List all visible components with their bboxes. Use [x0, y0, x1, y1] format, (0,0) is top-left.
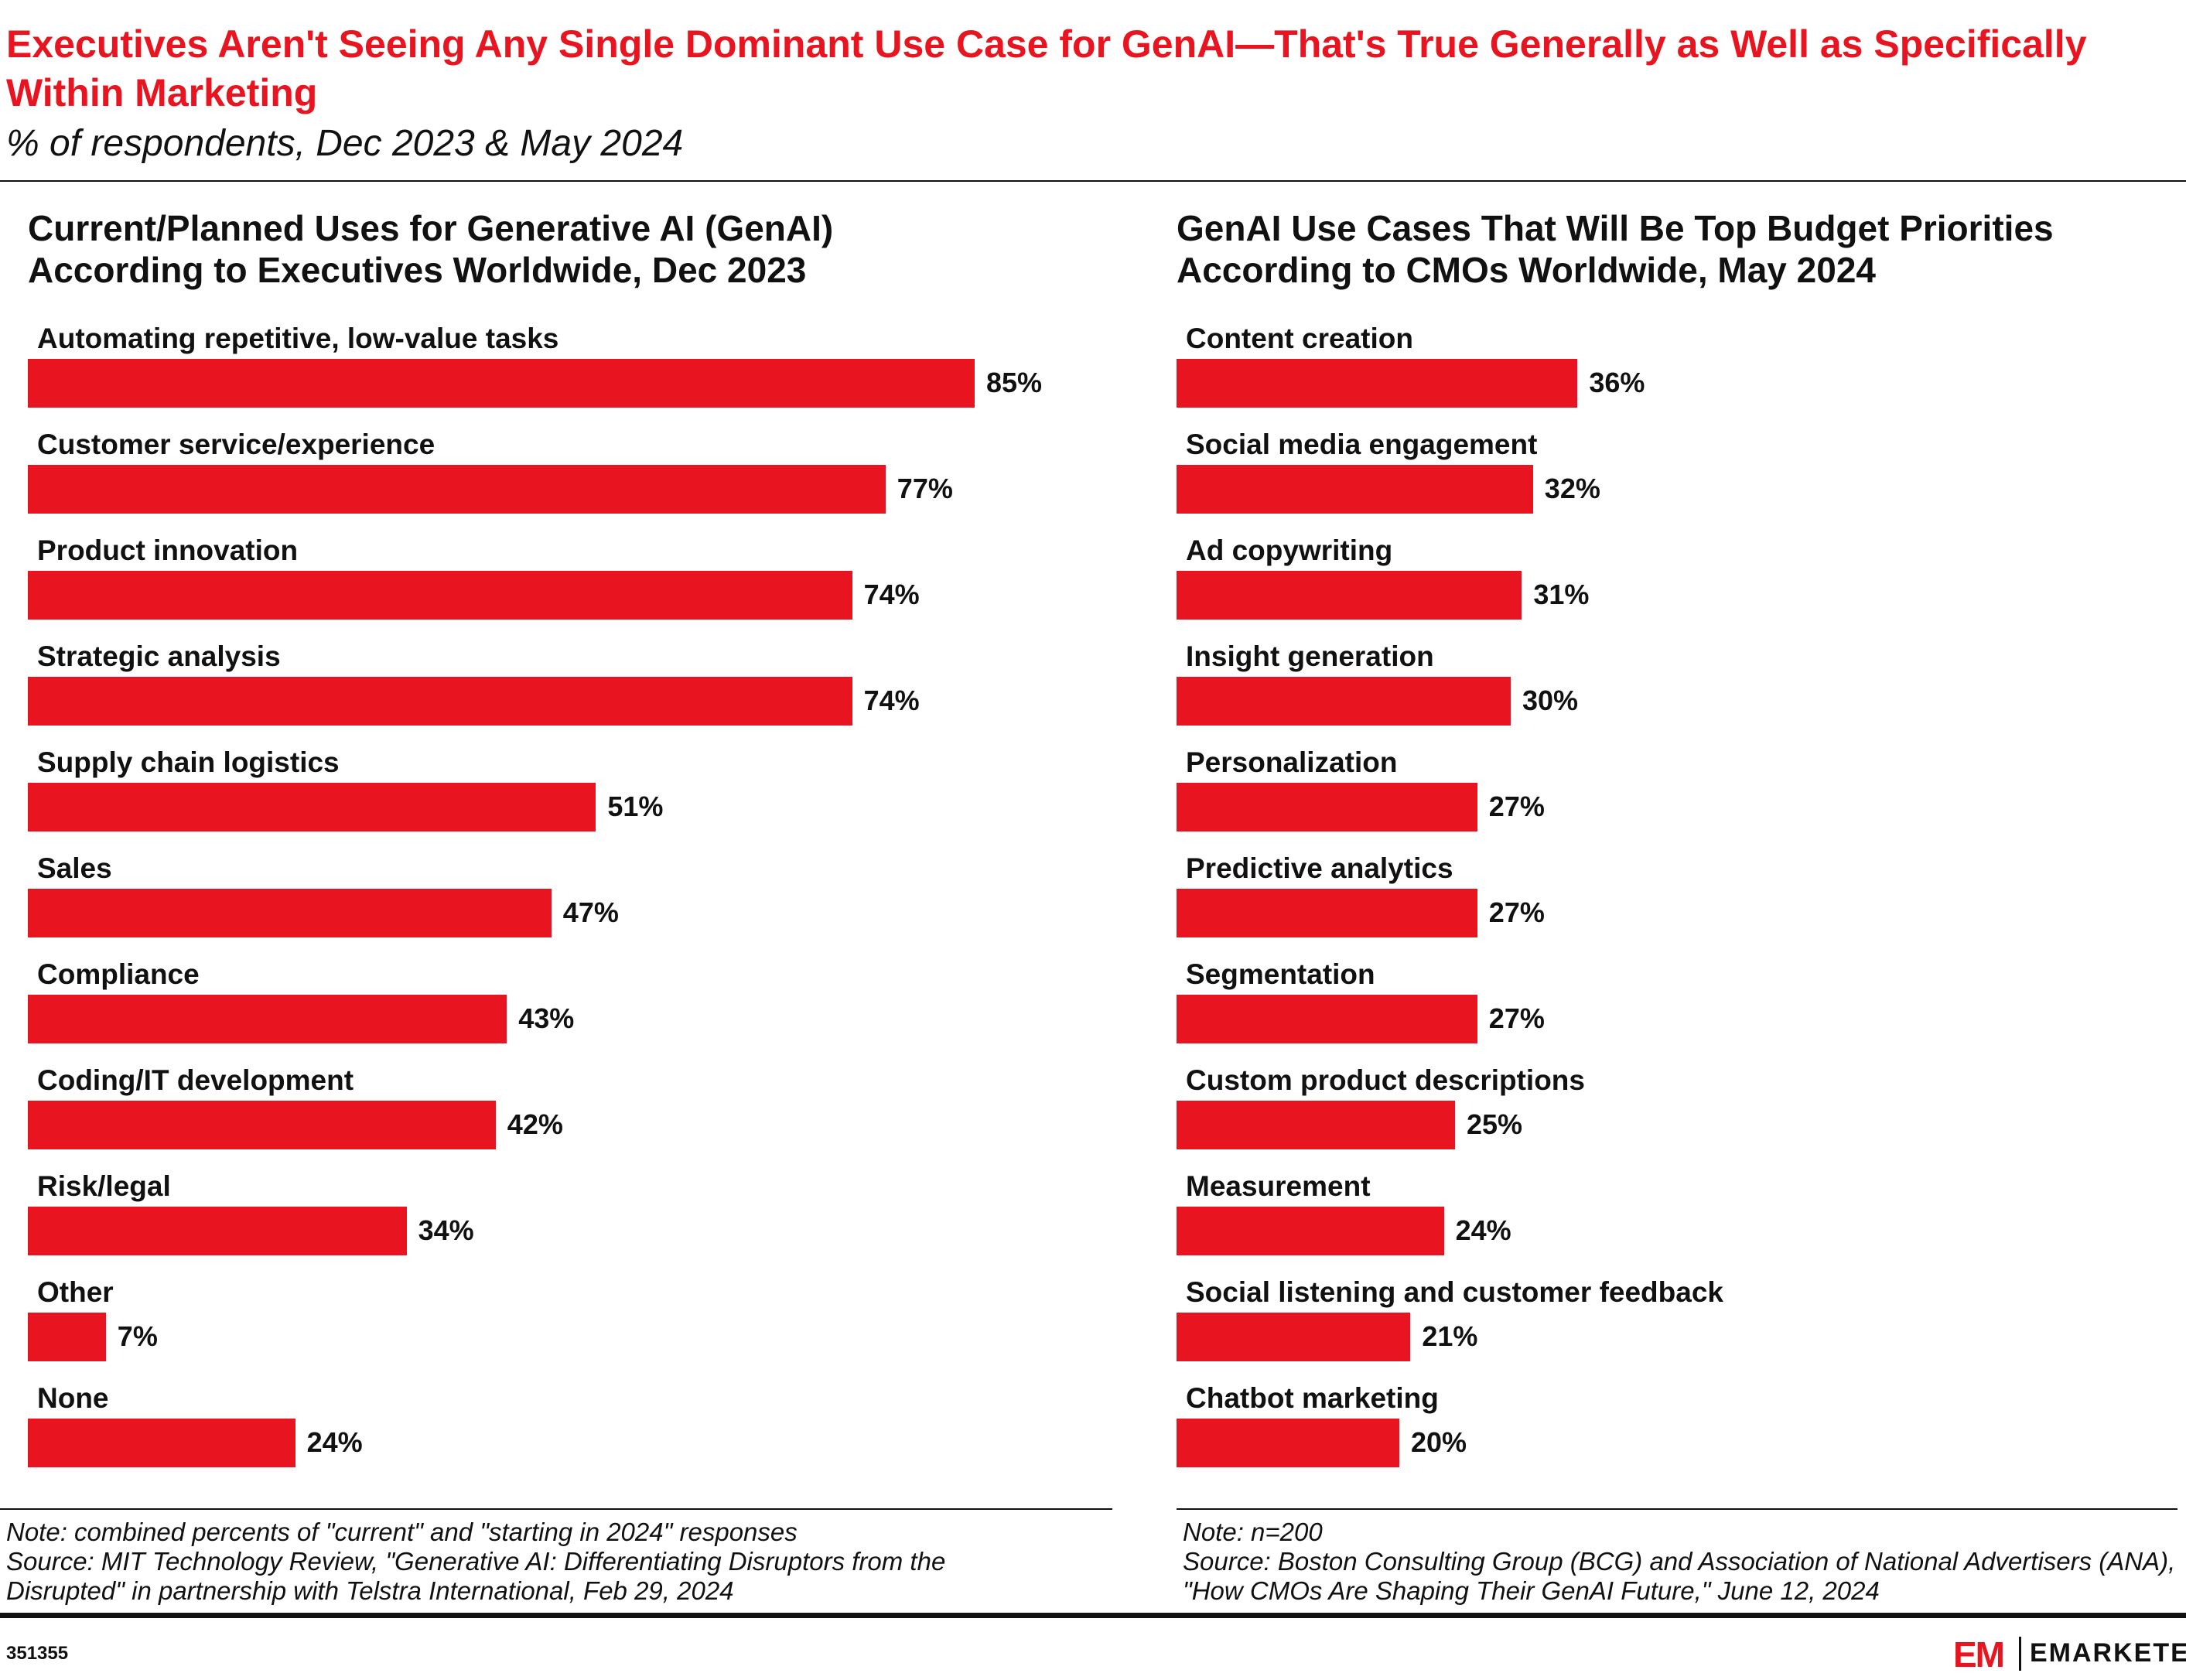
bar: [28, 889, 552, 937]
value-label: 47%: [562, 896, 619, 928]
category-label: Insight generation: [1186, 640, 1434, 672]
bar: [1177, 995, 1477, 1043]
value-label: 74%: [863, 579, 920, 610]
rule: [0, 180, 2186, 182]
value-label: 31%: [1533, 579, 1590, 610]
value-label: 24%: [306, 1426, 363, 1458]
value-label: 85%: [986, 367, 1043, 398]
bar: [1177, 889, 1477, 937]
bar: [1177, 465, 1533, 514]
chart-title: GenAI Use Cases That Will Be Top Budget …: [1177, 208, 2054, 290]
bar: [28, 1207, 407, 1255]
bar: [28, 783, 596, 831]
value-label: 34%: [418, 1214, 474, 1246]
category-label: Sales: [37, 852, 112, 884]
bar: [28, 571, 852, 620]
source: Source: MIT Technology Review, "Generati…: [6, 1547, 946, 1605]
bar: [28, 677, 852, 726]
category-label: Strategic analysis: [37, 640, 281, 672]
value-label: 51%: [607, 790, 664, 822]
category-label: Social listening and customer feedback: [1186, 1276, 1723, 1308]
category-label: Social media engagement: [1186, 429, 1538, 460]
value-label: 27%: [1488, 790, 1545, 822]
category-label: Predictive analytics: [1186, 852, 1453, 884]
bar: [1177, 571, 1522, 620]
note: Note: n=200: [1183, 1518, 1323, 1546]
value-label: 21%: [1422, 1320, 1478, 1352]
bar: [28, 465, 886, 514]
bar: [28, 1419, 295, 1467]
bar: [28, 359, 975, 408]
subtitle: % of respondents, Dec 2023 & May 2024: [6, 123, 684, 164]
value-label: 30%: [1522, 685, 1579, 716]
value-label: 42%: [507, 1108, 563, 1140]
bar: [1177, 1313, 1411, 1361]
value-label: 77%: [897, 473, 953, 504]
chart-id: 351355: [6, 1643, 69, 1664]
rule: [1177, 1508, 2177, 1510]
category-label: None: [37, 1382, 109, 1414]
category-label: Coding/IT development: [37, 1064, 354, 1096]
bar: [28, 995, 507, 1043]
category-label: Custom product descriptions: [1186, 1064, 1585, 1096]
value-label: 24%: [1455, 1214, 1511, 1246]
value-label: 74%: [863, 685, 920, 716]
category-label: Ad copywriting: [1186, 534, 1393, 566]
bar: [28, 1313, 106, 1361]
bar: [1177, 677, 1511, 726]
category-label: Chatbot marketing: [1186, 1382, 1439, 1414]
value-label: 7%: [117, 1320, 158, 1352]
category-label: Customer service/experience: [37, 429, 435, 460]
rule: [0, 1508, 1112, 1510]
chart-title: Current/Planned Uses for Generative AI (…: [28, 208, 834, 290]
logo-divider: [2019, 1637, 2021, 1671]
value-label: 20%: [1411, 1426, 1467, 1458]
source: Source: Boston Consulting Group (BCG) an…: [1183, 1547, 2176, 1605]
bar: [1177, 1419, 1399, 1467]
bar: [1177, 1101, 1455, 1149]
value-label: 27%: [1488, 1002, 1545, 1034]
bar: [1177, 1207, 1444, 1255]
category-label: Risk/legal: [37, 1170, 171, 1202]
category-label: Automating repetitive, low-value tasks: [37, 323, 559, 354]
note: Note: combined percents of "current" and…: [6, 1518, 798, 1546]
value-label: 32%: [1544, 473, 1600, 504]
category-label: Content creation: [1186, 323, 1413, 354]
category-label: Other: [37, 1276, 114, 1308]
bar: [1177, 783, 1477, 831]
value-label: 25%: [1467, 1108, 1523, 1140]
logo-text: EMARKETER: [2030, 1638, 2186, 1668]
value-label: 43%: [518, 1002, 575, 1034]
category-label: Personalization: [1186, 746, 1398, 778]
category-label: Product innovation: [37, 534, 299, 566]
category-label: Segmentation: [1186, 958, 1375, 990]
logo-mark: EM: [1953, 1634, 2005, 1675]
bar: [28, 1101, 496, 1149]
category-label: Measurement: [1186, 1170, 1371, 1202]
title: Executives Aren't Seeing Any Single Domi…: [6, 22, 2087, 114]
category-label: Supply chain logistics: [37, 746, 340, 778]
category-label: Compliance: [37, 958, 200, 990]
bar: [1177, 359, 1578, 408]
value-label: 27%: [1488, 896, 1545, 928]
value-label: 36%: [1589, 367, 1645, 398]
rule: [0, 1613, 2186, 1618]
